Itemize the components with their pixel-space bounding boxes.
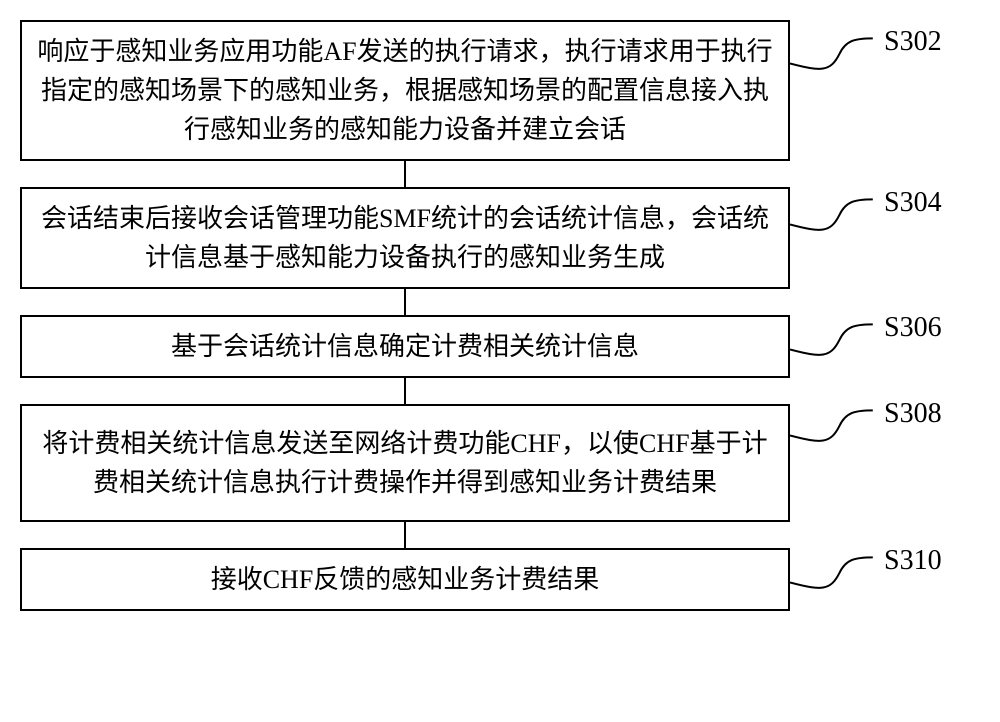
connector (20, 522, 790, 548)
step-box: 将计费相关统计信息发送至网络计费功能CHF，以使CHF基于计费相关统计信息执行计… (20, 404, 790, 522)
step-label-col: S302 (790, 32, 970, 150)
step-label-col: S304 (790, 193, 970, 283)
callout-curve (790, 320, 880, 356)
step-label-col: S306 (790, 318, 970, 376)
step-text: 响应于感知业务应用功能AF发送的执行请求，执行请求用于执行指定的感知场景下的感知… (36, 32, 774, 149)
step-label: S302 (884, 26, 942, 58)
step-box: 接收CHF反馈的感知业务计费结果 (20, 548, 790, 611)
callout-curve (790, 553, 880, 589)
flow-step-s302: 响应于感知业务应用功能AF发送的执行请求，执行请求用于执行指定的感知场景下的感知… (20, 20, 980, 161)
step-box: 会话结束后接收会话管理功能SMF统计的会话统计信息，会话统计信息基于感知能力设备… (20, 187, 790, 289)
step-box: 响应于感知业务应用功能AF发送的执行请求，执行请求用于执行指定的感知场景下的感知… (20, 20, 790, 161)
step-text: 接收CHF反馈的感知业务计费结果 (211, 560, 600, 599)
callout-curve (790, 34, 880, 70)
step-label: S308 (884, 398, 942, 430)
flow-step-s306: 基于会话统计信息确定计费相关统计信息 S306 (20, 315, 980, 378)
step-label: S310 (884, 545, 942, 577)
step-text: 将计费相关统计信息发送至网络计费功能CHF，以使CHF基于计费相关统计信息执行计… (36, 424, 774, 502)
flow-step-s304: 会话结束后接收会话管理功能SMF统计的会话统计信息，会话统计信息基于感知能力设备… (20, 187, 980, 289)
callout-curve (790, 195, 880, 231)
step-text: 会话结束后接收会话管理功能SMF统计的会话统计信息，会话统计信息基于感知能力设备… (36, 199, 774, 277)
step-box: 基于会话统计信息确定计费相关统计信息 (20, 315, 790, 378)
flowchart: 响应于感知业务应用功能AF发送的执行请求，执行请求用于执行指定的感知场景下的感知… (20, 20, 980, 611)
connector (20, 161, 790, 187)
connector (20, 378, 790, 404)
flow-step-s308: 将计费相关统计信息发送至网络计费功能CHF，以使CHF基于计费相关统计信息执行计… (20, 404, 980, 522)
step-label: S306 (884, 312, 942, 344)
connector (20, 289, 790, 315)
callout-curve (790, 406, 880, 442)
flow-step-s310: 接收CHF反馈的感知业务计费结果 S310 (20, 548, 980, 611)
step-text: 基于会话统计信息确定计费相关统计信息 (171, 327, 639, 366)
step-label-col: S310 (790, 551, 970, 609)
step-label: S304 (884, 187, 942, 219)
step-label-col: S308 (790, 404, 970, 522)
